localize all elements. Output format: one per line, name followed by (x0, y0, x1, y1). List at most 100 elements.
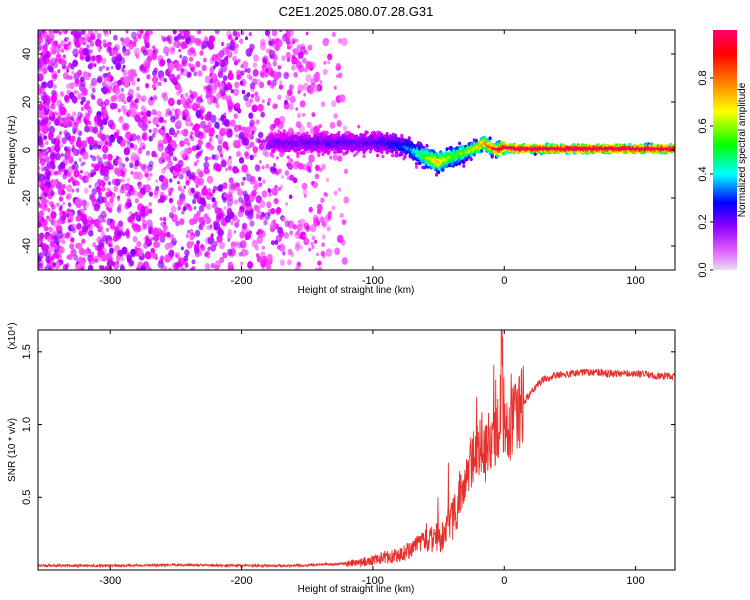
noise-blob (198, 224, 202, 228)
noise-blob (226, 158, 233, 167)
noise-blob (72, 48, 79, 57)
noise-blob (136, 77, 140, 82)
noise-blob (249, 141, 255, 149)
noise-blob (196, 159, 200, 163)
noise-blob (70, 237, 75, 243)
noise-blob (94, 181, 101, 190)
noise-blob (73, 36, 80, 45)
signal-ridge-mark (305, 131, 309, 136)
noise-blob (47, 65, 51, 70)
noise-blob (160, 168, 166, 175)
noise-blob (277, 65, 282, 70)
noise-blob (250, 93, 255, 99)
noise-blob (301, 182, 308, 190)
noise-blob (267, 97, 271, 103)
noise-blob (120, 256, 125, 262)
noise-blob (66, 37, 69, 41)
noise-blob (125, 131, 132, 140)
noise-blob (58, 31, 62, 36)
noise-blob (339, 94, 346, 103)
noise-blob (76, 43, 81, 49)
noise-blob (152, 127, 158, 134)
noise-blob (109, 102, 116, 110)
noise-blob (159, 127, 166, 136)
noise-blob (134, 246, 138, 250)
noise-blob (68, 178, 71, 183)
noise-blob (86, 44, 90, 49)
noise-blob (319, 216, 325, 224)
noise-blob (56, 135, 61, 141)
noise-blob (120, 265, 125, 270)
noise-blob (227, 194, 234, 202)
noise-blob (148, 135, 153, 142)
noise-blob (316, 221, 321, 226)
noise-blob (285, 202, 288, 206)
noise-blob (81, 87, 88, 96)
noise-blob (267, 80, 272, 86)
noise-blob (168, 150, 174, 157)
noise-blob (215, 207, 221, 215)
noise-blob (61, 184, 66, 189)
noise-blob (44, 39, 50, 46)
noise-blob (216, 92, 222, 99)
noise-blob (52, 50, 56, 55)
noise-blob (177, 181, 180, 185)
noise-blob (208, 35, 215, 43)
noise-blob (89, 225, 94, 230)
noise-blob (156, 123, 160, 128)
noise-blob (87, 264, 94, 270)
noise-blob (236, 150, 241, 156)
noise-blob (72, 182, 77, 187)
noise-blob (205, 191, 213, 200)
noise-blob (54, 118, 60, 126)
noise-blob (80, 162, 84, 167)
noise-blob (199, 105, 206, 114)
noise-blob (108, 134, 116, 144)
noise-blob (134, 114, 141, 123)
noise-blob (162, 216, 167, 222)
noise-blob (146, 48, 153, 57)
noise-blob (244, 249, 249, 256)
noise-blob (122, 64, 126, 69)
noise-blob (136, 86, 140, 91)
noise-blob (94, 56, 99, 62)
noise-blob (121, 98, 125, 103)
noise-blob (67, 225, 72, 231)
noise-blob (267, 187, 271, 193)
noise-blob (269, 54, 274, 60)
noise-blob (236, 219, 240, 223)
noise-blob (331, 31, 336, 37)
noise-blob (159, 116, 164, 123)
noise-blob (58, 246, 65, 254)
noise-blob (81, 199, 87, 207)
noise-blob (102, 167, 109, 176)
noise-blob (208, 156, 212, 161)
noise-blob (117, 108, 122, 113)
noise-blob (199, 251, 203, 256)
signal-ridge-mark (391, 153, 395, 158)
noise-blob (79, 113, 84, 118)
noise-blob (91, 197, 95, 202)
noise-blob (148, 191, 153, 197)
noise-blob (288, 84, 294, 91)
noise-blob (163, 78, 167, 83)
noise-blob (41, 117, 48, 126)
noise-blob (125, 36, 130, 43)
noise-blob (315, 267, 318, 270)
noise-blob (147, 164, 153, 172)
noise-blob (86, 116, 90, 121)
noise-blob (235, 36, 238, 41)
noise-blob (41, 203, 48, 212)
noise-blob (79, 174, 83, 180)
signal-ridge-mark (297, 131, 301, 136)
noise-blob (181, 210, 185, 215)
noise-blob (151, 108, 157, 116)
noise-blob (53, 234, 58, 240)
noise-blob (45, 256, 51, 264)
noise-blob (72, 130, 77, 135)
noise-blob (298, 234, 303, 240)
noise-blob (331, 100, 337, 108)
noise-blob (121, 178, 125, 183)
noise-blob (295, 107, 299, 111)
noise-blob (53, 170, 58, 176)
